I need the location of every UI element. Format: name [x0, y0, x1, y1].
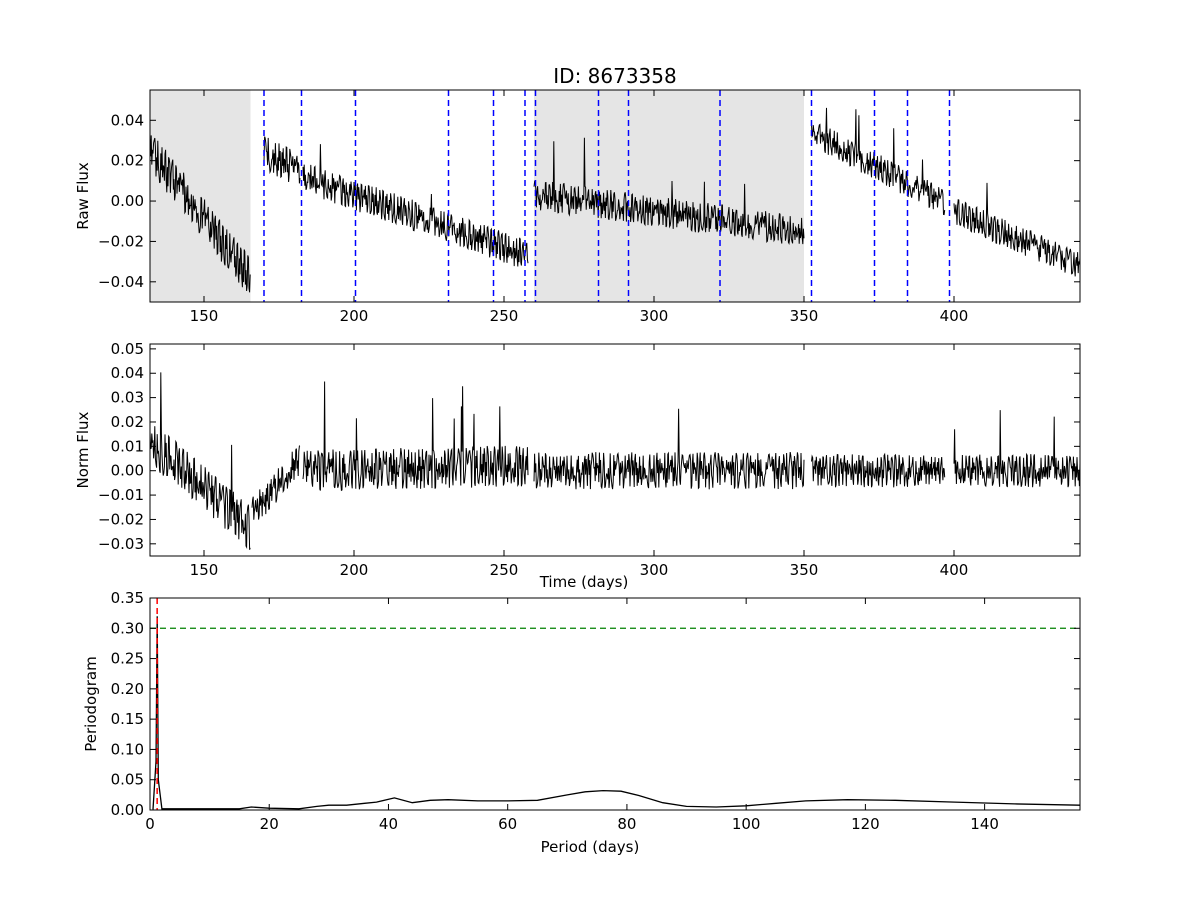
norm-flux-xtick-label: 400 [940, 561, 969, 579]
periodogram-xtick-label: 80 [617, 815, 636, 833]
periodogram-ylabel: Periodogram [82, 656, 100, 751]
periodogram-series [150, 598, 1081, 810]
norm-flux-series-segment [533, 408, 805, 490]
raw-flux-series-segment [263, 136, 301, 184]
periodogram-xlabel: Period (days) [541, 838, 640, 856]
periodogram-ticks: 0 20 40 60 80 100 120 140 0.00 0.05 0.10 0.15 0.20 0.… [111, 589, 1080, 833]
raw-flux-xtick-label: 350 [790, 307, 819, 325]
norm-flux-ytick-label: −0.02 [98, 510, 144, 528]
periodogram-xtick-label: 0 [145, 815, 155, 833]
raw-flux-panel: 150 200 250 300 350 400 −0.04 −0.02 0.00 0.02 0.04… [74, 89, 1081, 325]
norm-flux-xtick-label: 300 [640, 561, 669, 579]
norm-flux-series-segment [251, 445, 301, 520]
raw-flux-ytick-label: −0.02 [98, 232, 144, 250]
raw-flux-ytick-label: −0.04 [98, 273, 144, 291]
raw-flux-series-segment [302, 144, 529, 267]
raw-flux-xtick-label: 200 [340, 307, 369, 325]
periodogram-xtick-label: 140 [970, 815, 999, 833]
norm-flux-series [149, 372, 1081, 550]
periodogram-xtick-label: 20 [260, 815, 279, 833]
norm-flux-ytick-label: 0.00 [111, 462, 144, 480]
raw-flux-xtick-label: 300 [640, 307, 669, 325]
periodogram-ytick-label: 0.35 [111, 589, 144, 607]
norm-flux-xtick-label: 150 [190, 561, 219, 579]
norm-flux-series-segment [811, 452, 946, 488]
norm-flux-panel: 150 200 250 300 350 400 −0.03 −0.02 −0.01 0.00 0.0… [74, 340, 1081, 591]
norm-flux-ytick-label: 0.01 [111, 437, 144, 455]
norm-flux-axes-frame [149, 343, 1081, 557]
chart-title: ID: 8673358 [553, 64, 676, 88]
raw-flux-ticks: 150 200 250 300 350 400 −0.04 −0.02 0.00 0.02 0.04 [98, 90, 1080, 325]
raw-flux-xtick-label: 250 [490, 307, 519, 325]
norm-flux-xtick-label: 200 [340, 561, 369, 579]
periodogram-ytick-label: 0.25 [111, 650, 144, 668]
norm-flux-xlabel: Time (days) [539, 573, 629, 591]
norm-flux-xtick-label: 350 [790, 561, 819, 579]
raw-flux-shaded-region [534, 90, 804, 302]
raw-flux-series-segment [811, 107, 946, 216]
raw-flux-series-segment [149, 135, 251, 293]
periodogram-xtick-label: 40 [379, 815, 398, 833]
raw-flux-ytick-label: 0.04 [111, 111, 144, 129]
periodogram-ytick-label: 0.15 [111, 710, 144, 728]
norm-flux-xtick-label: 250 [490, 561, 519, 579]
periodogram-ytick-label: 0.00 [111, 801, 144, 819]
norm-flux-series-segment [149, 372, 251, 550]
raw-flux-ytick-label: 0.00 [111, 192, 144, 210]
periodogram-ytick-label: 0.10 [111, 740, 144, 758]
raw-flux-ylabel: Raw Flux [74, 162, 92, 230]
periodogram-ytick-label: 0.30 [111, 619, 144, 637]
raw-flux-axes-frame [149, 89, 1081, 303]
periodogram-xtick-label: 100 [732, 815, 761, 833]
norm-flux-series-segment [953, 410, 1081, 488]
raw-flux-xtick-label: 150 [190, 307, 219, 325]
norm-flux-series-segment [302, 381, 529, 492]
periodogram-xtick-label: 120 [851, 815, 880, 833]
raw-flux-series [149, 107, 1081, 293]
raw-flux-xtick-label: 400 [940, 307, 969, 325]
raw-flux-shaded-region [150, 90, 251, 302]
norm-flux-ticks: 150 200 250 300 350 400 −0.03 −0.02 −0.01 0.00 0.0… [98, 340, 1080, 579]
norm-flux-ytick-label: 0.02 [111, 413, 144, 431]
norm-flux-ytick-label: 0.04 [111, 364, 144, 382]
norm-flux-ytick-label: −0.01 [98, 486, 144, 504]
periodogram-axes-frame [149, 597, 1081, 811]
norm-flux-ytick-label: −0.03 [98, 535, 144, 553]
periodogram-ytick-label: 0.20 [111, 680, 144, 698]
periodogram-ytick-label: 0.05 [111, 771, 144, 789]
norm-flux-ylabel: Norm Flux [74, 411, 92, 488]
norm-flux-ytick-label: 0.03 [111, 389, 144, 407]
raw-flux-series-segment [953, 182, 1081, 277]
raw-flux-series-segment [533, 137, 805, 245]
periodogram-line [152, 616, 1081, 810]
norm-flux-ytick-label: 0.05 [111, 340, 144, 358]
periodogram-panel: 0 20 40 60 80 100 120 140 0.00 0.05 0.10 0.15 0.20 0.… [82, 589, 1081, 856]
periodogram-xtick-label: 60 [498, 815, 517, 833]
raw-flux-ytick-label: 0.02 [111, 152, 144, 170]
raw-flux-quarter-boundaries [263, 90, 951, 302]
